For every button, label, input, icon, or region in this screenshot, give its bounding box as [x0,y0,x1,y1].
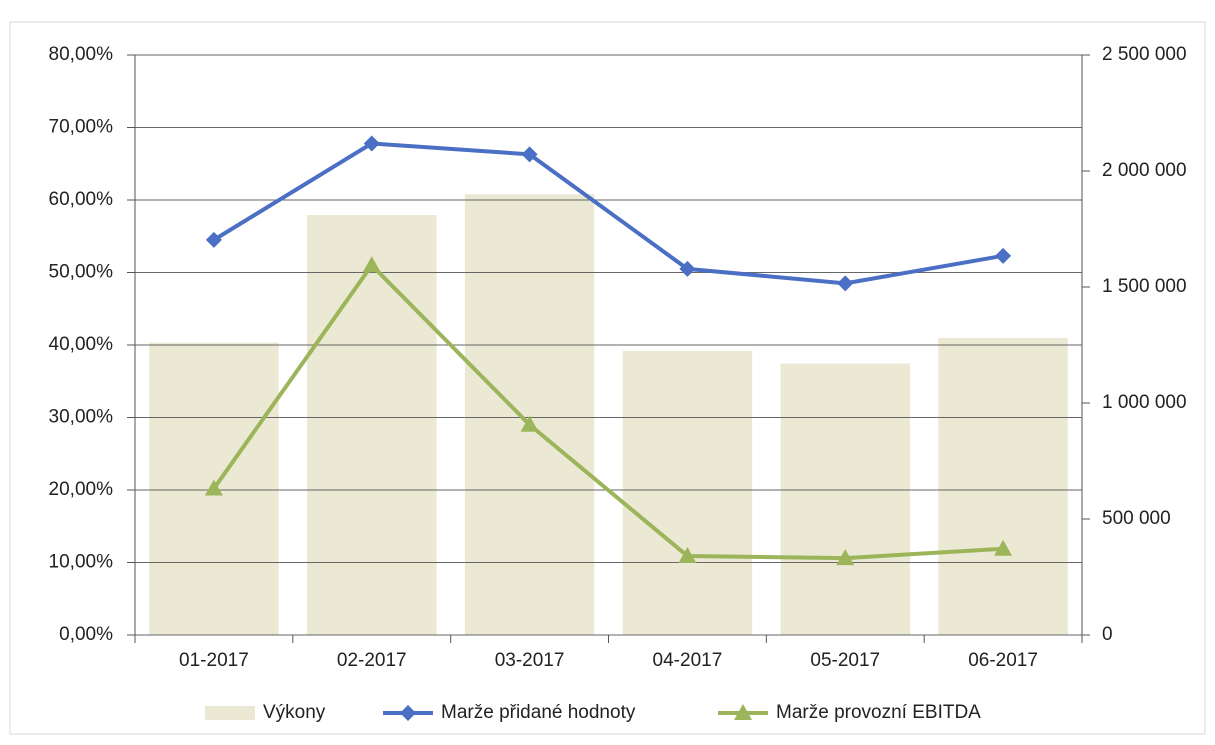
legend-marker [400,705,416,721]
y2-tick-label: 2 000 000 [1102,160,1187,181]
line-marker [204,479,223,496]
y2-tick-label: 1 500 000 [1102,276,1187,297]
x-tick-label: 04-2017 [653,650,723,671]
y2-tick-label: 1 000 000 [1102,392,1187,413]
line [212,141,1004,286]
x-tick-label: 01-2017 [179,650,249,671]
bar [464,194,595,635]
line-marker [836,549,855,566]
line [212,262,1004,561]
y2-tick-label: 2 500 000 [1102,44,1187,65]
y2-tick-label: 500 000 [1102,508,1171,529]
line-marker [520,415,539,432]
y-tick-label: 80,00% [49,44,114,65]
line-marker [678,546,697,563]
legend-swatch [205,706,255,720]
y-tick-label: 50,00% [49,262,114,283]
bar [780,363,910,635]
bar [307,215,437,635]
bar [622,350,753,635]
x-tick-label: 05-2017 [810,650,880,671]
y-tick-label: 20,00% [49,479,114,500]
y-tick-label: 30,00% [49,407,114,428]
legend-label: Marže přidané hodnoty [441,702,636,723]
legend-label: Marže provozní EBITDA [776,702,981,723]
x-tick-label: 03-2017 [495,650,565,671]
y-tick-label: 0,00% [59,624,113,645]
y-tick-label: 40,00% [49,334,114,355]
bar [938,338,1068,635]
x-tick-label: 02-2017 [337,650,407,671]
line-marker [205,231,222,248]
line-marker [679,260,696,277]
legend-marker [734,704,752,720]
line-marker [362,256,381,273]
y-tick-label: 10,00% [49,552,114,573]
line-marker [995,247,1012,264]
line-marker [363,135,380,152]
legend-label: Výkony [263,702,326,723]
chart-frame [9,21,1206,735]
y-tick-label: 60,00% [49,189,114,210]
y2-tick-label: 0 [1102,624,1113,645]
line-marker [521,146,538,163]
x-tick-label: 06-2017 [968,650,1038,671]
y-tick-label: 70,00% [49,117,114,138]
line-marker [994,539,1013,556]
line-marker [837,275,854,292]
